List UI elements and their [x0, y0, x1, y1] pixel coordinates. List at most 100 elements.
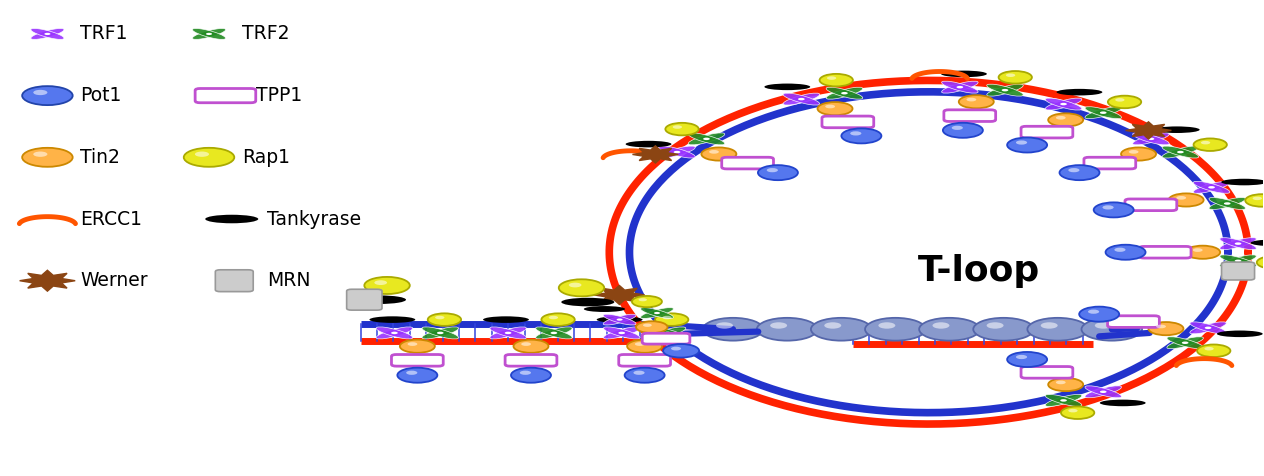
- FancyBboxPatch shape: [1125, 199, 1177, 210]
- Circle shape: [709, 150, 719, 154]
- Circle shape: [437, 332, 444, 334]
- Ellipse shape: [1167, 337, 1203, 349]
- Circle shape: [1197, 345, 1230, 357]
- Circle shape: [1115, 248, 1125, 252]
- Circle shape: [391, 332, 398, 334]
- FancyBboxPatch shape: [1221, 262, 1255, 280]
- FancyBboxPatch shape: [642, 333, 690, 344]
- Circle shape: [757, 318, 818, 341]
- Ellipse shape: [192, 29, 226, 40]
- Circle shape: [1006, 73, 1015, 77]
- Text: ERCC1: ERCC1: [80, 209, 143, 228]
- Circle shape: [195, 151, 209, 157]
- Circle shape: [1205, 327, 1211, 329]
- Circle shape: [617, 318, 623, 321]
- Ellipse shape: [603, 327, 640, 339]
- Circle shape: [1040, 322, 1058, 328]
- Circle shape: [541, 313, 575, 326]
- Ellipse shape: [626, 141, 671, 148]
- Circle shape: [702, 148, 737, 160]
- Circle shape: [632, 296, 662, 307]
- Ellipse shape: [650, 327, 686, 339]
- FancyBboxPatch shape: [392, 355, 444, 366]
- Ellipse shape: [1220, 238, 1256, 249]
- Ellipse shape: [603, 314, 636, 325]
- Circle shape: [1079, 307, 1119, 322]
- FancyBboxPatch shape: [1085, 157, 1136, 169]
- Ellipse shape: [650, 327, 686, 339]
- Ellipse shape: [369, 317, 416, 323]
- Ellipse shape: [536, 327, 573, 339]
- Circle shape: [504, 332, 512, 334]
- Circle shape: [1141, 128, 1155, 133]
- Ellipse shape: [1189, 322, 1226, 334]
- Circle shape: [33, 90, 48, 95]
- Circle shape: [1055, 380, 1066, 384]
- Ellipse shape: [422, 327, 459, 339]
- Ellipse shape: [377, 327, 413, 339]
- Ellipse shape: [784, 93, 819, 105]
- Circle shape: [703, 138, 710, 140]
- Circle shape: [636, 321, 667, 333]
- Ellipse shape: [30, 29, 64, 40]
- Ellipse shape: [1085, 386, 1121, 398]
- Circle shape: [1106, 245, 1145, 260]
- Ellipse shape: [1085, 107, 1121, 119]
- Circle shape: [1121, 148, 1157, 160]
- Circle shape: [933, 322, 949, 328]
- Circle shape: [1253, 197, 1261, 200]
- Text: Werner: Werner: [80, 271, 148, 290]
- Circle shape: [1060, 103, 1067, 105]
- Ellipse shape: [784, 93, 819, 105]
- Circle shape: [1102, 205, 1114, 209]
- Circle shape: [987, 322, 1004, 328]
- Ellipse shape: [688, 133, 724, 145]
- FancyBboxPatch shape: [619, 355, 670, 366]
- Circle shape: [1016, 140, 1028, 145]
- Circle shape: [1016, 355, 1028, 359]
- Circle shape: [1028, 318, 1088, 341]
- Ellipse shape: [641, 307, 674, 318]
- Circle shape: [1048, 378, 1083, 391]
- Circle shape: [23, 148, 72, 167]
- Ellipse shape: [942, 81, 978, 93]
- Circle shape: [635, 342, 645, 346]
- Ellipse shape: [584, 306, 626, 312]
- Ellipse shape: [561, 298, 614, 307]
- Ellipse shape: [603, 314, 636, 325]
- Circle shape: [758, 165, 798, 180]
- Circle shape: [798, 98, 805, 100]
- Ellipse shape: [422, 327, 459, 339]
- Circle shape: [767, 168, 777, 172]
- Circle shape: [664, 344, 699, 357]
- Text: Tankyrase: Tankyrase: [267, 209, 362, 228]
- Circle shape: [618, 332, 624, 334]
- Polygon shape: [632, 146, 679, 163]
- Circle shape: [878, 322, 895, 328]
- Circle shape: [374, 280, 387, 285]
- Circle shape: [407, 342, 417, 346]
- Circle shape: [674, 151, 680, 153]
- Ellipse shape: [641, 307, 674, 318]
- Circle shape: [183, 148, 234, 167]
- Ellipse shape: [377, 327, 413, 339]
- Circle shape: [1088, 309, 1100, 314]
- Circle shape: [33, 151, 48, 157]
- Circle shape: [1224, 202, 1231, 205]
- Text: Rap1: Rap1: [241, 148, 289, 167]
- Circle shape: [1193, 248, 1202, 252]
- Circle shape: [206, 33, 212, 35]
- Ellipse shape: [1045, 395, 1082, 407]
- Circle shape: [825, 105, 836, 109]
- Circle shape: [715, 322, 733, 328]
- Circle shape: [664, 332, 671, 334]
- Circle shape: [1177, 196, 1186, 199]
- Ellipse shape: [1189, 322, 1226, 334]
- Circle shape: [1245, 194, 1264, 207]
- Polygon shape: [594, 286, 645, 305]
- Circle shape: [959, 95, 994, 109]
- Ellipse shape: [1221, 179, 1264, 185]
- Polygon shape: [1125, 122, 1172, 139]
- Circle shape: [824, 322, 842, 328]
- Ellipse shape: [659, 146, 695, 158]
